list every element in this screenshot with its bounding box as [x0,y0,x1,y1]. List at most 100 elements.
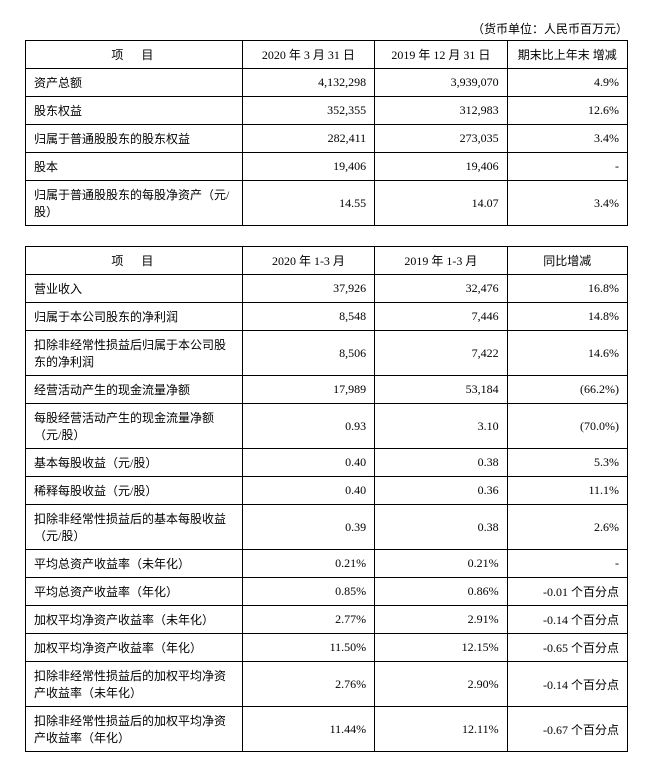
row-value: 0.86% [375,578,507,606]
row-label: 营业收入 [26,275,243,303]
table-row: 营业收入37,92632,47616.8% [26,275,628,303]
row-value: 4,132,298 [242,69,374,97]
col-change: 同比增减 [507,247,627,275]
row-label: 基本每股收益（元/股） [26,449,243,477]
table-row: 扣除非经常性损益后的基本每股收益（元/股）0.390.382.6% [26,505,628,550]
row-label: 经营活动产生的现金流量净额 [26,376,243,404]
row-label: 股东权益 [26,97,243,125]
row-label: 归属于普通股股东的股东权益 [26,125,243,153]
row-value: 0.21% [242,550,374,578]
col-change: 期末比上年末 增减 [507,41,627,69]
table-row: 经营活动产生的现金流量净额17,98953,184(66.2%) [26,376,628,404]
income-statement-table: 项 目 2020 年 1-3 月 2019 年 1-3 月 同比增减 营业收入3… [25,246,628,752]
row-value: 37,926 [242,275,374,303]
row-value: 19,406 [375,153,507,181]
row-value: 32,476 [375,275,507,303]
row-value: 0.38 [375,505,507,550]
row-label: 扣除非经常性损益后的加权平均净资产收益率（未年化） [26,662,243,707]
row-value: (70.0%) [507,404,627,449]
col-period-current: 2020 年 3 月 31 日 [242,41,374,69]
row-label: 归属于普通股股东的每股净资产（元/股） [26,181,243,226]
row-value: 12.11% [375,707,507,752]
table-row: 股本19,40619,406- [26,153,628,181]
table-row: 每股经营活动产生的现金流量净额（元/股）0.933.10(70.0%) [26,404,628,449]
row-value: 53,184 [375,376,507,404]
row-label: 扣除非经常性损益后的加权平均净资产收益率（年化） [26,707,243,752]
row-value: 3,939,070 [375,69,507,97]
col-period-prior: 2019 年 1-3 月 [375,247,507,275]
table-row: 加权平均净资产收益率（年化）11.50%12.15%-0.65 个百分点 [26,634,628,662]
row-value: (66.2%) [507,376,627,404]
row-value: 282,411 [242,125,374,153]
col-period-prior: 2019 年 12 月 31 日 [375,41,507,69]
row-value: -0.14 个百分点 [507,606,627,634]
table-row: 股东权益352,355312,98312.6% [26,97,628,125]
table-row: 稀释每股收益（元/股）0.400.3611.1% [26,477,628,505]
row-value: 7,422 [375,331,507,376]
table-row: 加权平均净资产收益率（未年化）2.77%2.91%-0.14 个百分点 [26,606,628,634]
table-row: 平均总资产收益率（未年化）0.21%0.21%- [26,550,628,578]
row-value: 16.8% [507,275,627,303]
balance-sheet-table: 项 目 2020 年 3 月 31 日 2019 年 12 月 31 日 期末比… [25,40,628,226]
row-value: -0.65 个百分点 [507,634,627,662]
row-value: 12.6% [507,97,627,125]
row-value: -0.01 个百分点 [507,578,627,606]
row-value: 14.6% [507,331,627,376]
col-item: 项 目 [26,41,243,69]
row-label: 平均总资产收益率（未年化） [26,550,243,578]
row-label: 稀释每股收益（元/股） [26,477,243,505]
row-value: - [507,550,627,578]
row-value: 2.91% [375,606,507,634]
currency-unit-note: （货币单位：人民币百万元） [25,20,628,37]
row-value: 17,989 [242,376,374,404]
row-value: 0.36 [375,477,507,505]
table-row: 归属于普通股股东的每股净资产（元/股）14.5514.073.4% [26,181,628,226]
row-value: 8,506 [242,331,374,376]
row-value: 14.55 [242,181,374,226]
row-value: 0.93 [242,404,374,449]
row-value: 11.44% [242,707,374,752]
row-label: 加权平均净资产收益率（年化） [26,634,243,662]
row-value: 2.90% [375,662,507,707]
row-label: 资产总额 [26,69,243,97]
row-value: 352,355 [242,97,374,125]
row-value: 2.77% [242,606,374,634]
row-label: 归属于本公司股东的净利润 [26,303,243,331]
table-row: 扣除非经常性损益后的加权平均净资产收益率（未年化）2.76%2.90%-0.14… [26,662,628,707]
row-value: 0.21% [375,550,507,578]
row-value: 0.40 [242,477,374,505]
col-period-current: 2020 年 1-3 月 [242,247,374,275]
row-label: 股本 [26,153,243,181]
row-value: -0.67 个百分点 [507,707,627,752]
row-value: 0.85% [242,578,374,606]
row-value: 0.40 [242,449,374,477]
row-value: 4.9% [507,69,627,97]
row-value: 3.4% [507,125,627,153]
row-value: 14.07 [375,181,507,226]
row-value: 2.76% [242,662,374,707]
table-row: 扣除非经常性损益后归属于本公司股东的净利润8,5067,42214.6% [26,331,628,376]
row-value: 312,983 [375,97,507,125]
row-label: 每股经营活动产生的现金流量净额（元/股） [26,404,243,449]
table-row: 归属于普通股股东的股东权益282,411273,0353.4% [26,125,628,153]
row-value: 2.6% [507,505,627,550]
row-value: 8,548 [242,303,374,331]
row-value: 11.50% [242,634,374,662]
row-value: 11.1% [507,477,627,505]
table-row: 平均总资产收益率（年化）0.85%0.86%-0.01 个百分点 [26,578,628,606]
table-row: 归属于本公司股东的净利润8,5487,44614.8% [26,303,628,331]
row-value: 5.3% [507,449,627,477]
row-value: 14.8% [507,303,627,331]
row-label: 扣除非经常性损益后的基本每股收益（元/股） [26,505,243,550]
row-label: 平均总资产收益率（年化） [26,578,243,606]
row-value: 0.38 [375,449,507,477]
row-label: 加权平均净资产收益率（未年化） [26,606,243,634]
row-value: -0.14 个百分点 [507,662,627,707]
col-item: 项 目 [26,247,243,275]
row-value: - [507,153,627,181]
table-row: 扣除非经常性损益后的加权平均净资产收益率（年化）11.44%12.11%-0.6… [26,707,628,752]
row-value: 0.39 [242,505,374,550]
table-header-row: 项 目 2020 年 1-3 月 2019 年 1-3 月 同比增减 [26,247,628,275]
row-value: 12.15% [375,634,507,662]
table-row: 基本每股收益（元/股）0.400.385.3% [26,449,628,477]
